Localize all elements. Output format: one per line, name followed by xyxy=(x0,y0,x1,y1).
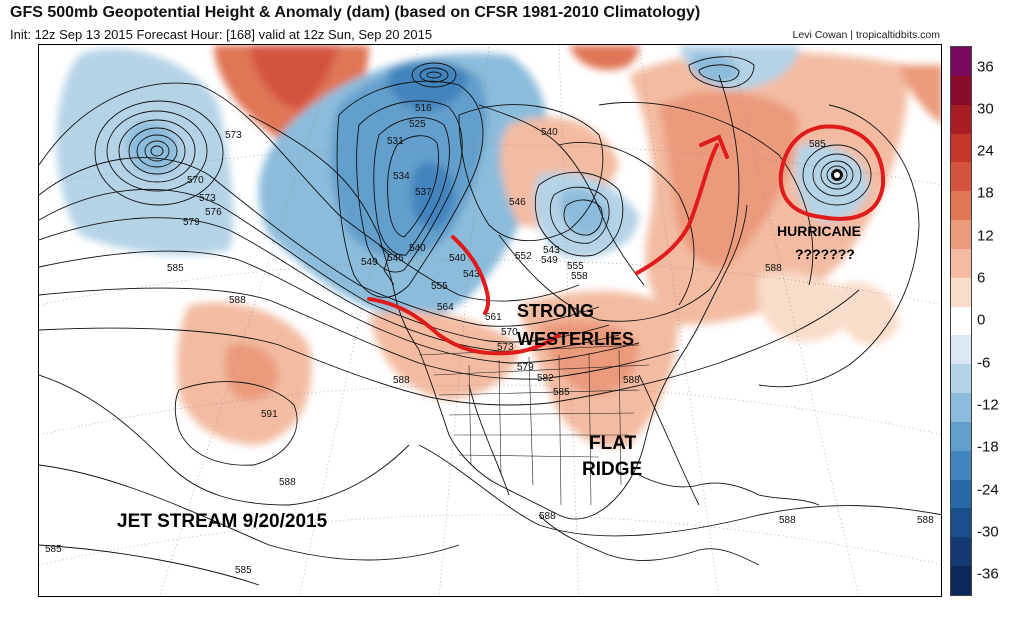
map-subtitle: Init: 12z Sep 13 2015 Forecast Hour: [16… xyxy=(10,27,433,42)
colorbar-swatch xyxy=(951,277,971,308)
contour-label: 585 xyxy=(235,565,252,576)
contour-label: 546 xyxy=(509,197,526,208)
contour-label: 570 xyxy=(501,327,518,338)
contour-label: 588 xyxy=(229,295,246,306)
contour-label: 573 xyxy=(225,130,242,141)
colorbar-tick-label: 24 xyxy=(977,142,994,160)
westerlies-label: WESTERLIES xyxy=(517,329,635,349)
contour-label: 549 xyxy=(361,257,378,268)
colorbar-tick-label: 18 xyxy=(977,184,994,202)
colorbar-tick-label: 36 xyxy=(977,58,994,76)
flat-label: FLAT xyxy=(589,433,637,454)
contour-label: 561 xyxy=(485,312,502,323)
contour-label: 585 xyxy=(809,139,826,150)
colorbar-tick-label: 0 xyxy=(977,311,986,329)
contour-label: 531 xyxy=(387,136,404,147)
contour-labels: 573 570 573 576 579 585 588 591 588 585 … xyxy=(45,103,934,576)
contour-label: 588 xyxy=(539,511,556,522)
contour-label: 588 xyxy=(917,515,934,526)
map-panel: 573 570 573 576 579 585 588 591 588 585 … xyxy=(38,44,942,597)
contour-label: 552 xyxy=(515,251,532,262)
contour-label: 588 xyxy=(393,375,410,386)
contour-label: 579 xyxy=(183,217,200,228)
contour-label: 555 xyxy=(567,261,584,272)
colorbar-tick-label: -18 xyxy=(977,438,999,456)
strong-label: STRONG xyxy=(517,301,595,321)
contour-label: 570 xyxy=(187,175,204,186)
contour-label: 534 xyxy=(393,171,410,182)
contour-label: 588 xyxy=(623,375,640,386)
contour-label: 540 xyxy=(541,127,558,138)
contour-label: 591 xyxy=(261,409,278,420)
map-title: GFS 500mb Geopotential Height & Anomaly … xyxy=(10,4,701,21)
anomaly-colorbar xyxy=(950,46,972,596)
colorbar-swatch xyxy=(951,133,971,163)
jet-stream-arrow xyxy=(367,297,561,356)
colorbar-swatch xyxy=(951,191,971,221)
ridge-label: RIDGE xyxy=(582,459,643,480)
colorbar-tick-label: -36 xyxy=(977,565,999,583)
contour-label: 588 xyxy=(765,263,782,274)
contour-label: 543 xyxy=(543,245,560,256)
contour-label: 546 xyxy=(387,253,404,264)
colorbar-tick-label: -6 xyxy=(977,354,991,372)
contour-label: 525 xyxy=(409,119,426,130)
colorbar-swatch xyxy=(951,450,971,481)
contour-label: 573 xyxy=(199,193,216,204)
contour-label: 585 xyxy=(45,544,62,555)
red-annotations xyxy=(367,124,886,356)
colorbar-swatch xyxy=(951,421,971,452)
contour-label: 573 xyxy=(497,342,514,353)
contour-label: 582 xyxy=(537,373,554,384)
colorbar-swatch xyxy=(951,306,971,336)
hurricane-label: HURRICANE xyxy=(777,223,861,239)
colorbar-swatch xyxy=(951,335,971,365)
westerlies-arrow xyxy=(635,143,719,275)
contour-label: 579 xyxy=(517,362,534,373)
westerlies-arrowhead xyxy=(699,134,729,159)
hurricane-core xyxy=(831,169,843,181)
hurricane-circle xyxy=(778,124,886,221)
colorbar-swatch xyxy=(951,162,971,192)
anomaly-shading xyxy=(56,45,941,448)
contour-label: 540 xyxy=(449,253,466,264)
colorbar-swatch xyxy=(951,75,971,106)
contour-label: 588 xyxy=(279,477,296,488)
colorbar-swatch xyxy=(951,248,971,279)
graticule xyxy=(39,45,941,596)
colorbar-swatch xyxy=(951,220,971,250)
credit-text: Levi Cowan | tropicaltidbits.com xyxy=(792,29,940,41)
colorbar-swatch xyxy=(951,364,971,394)
colorbar-tick-label: -30 xyxy=(977,523,999,541)
contour-label: 555 xyxy=(431,281,448,292)
colorbar-tick-label: 6 xyxy=(977,269,986,287)
contour-label: 564 xyxy=(437,302,454,313)
colorbar-tick-label: -12 xyxy=(977,396,999,414)
map-canvas: 573 570 573 576 579 585 588 591 588 585 … xyxy=(39,45,941,596)
colorbar-tick-label: 30 xyxy=(977,100,994,118)
contour-label: 543 xyxy=(463,269,480,280)
hurricane-question-label: ??????? xyxy=(795,246,855,262)
colorbar-tick-label: 12 xyxy=(977,227,994,245)
contour-label: 540 xyxy=(409,243,426,254)
colorbar-swatch xyxy=(951,104,971,134)
colorbar-swatch xyxy=(951,479,971,509)
contour-label: 588 xyxy=(779,515,796,526)
contour-label: 516 xyxy=(415,103,432,114)
colorbar-swatch xyxy=(951,47,971,77)
colorbar-swatch xyxy=(951,566,971,596)
colorbar-swatch xyxy=(951,508,971,538)
colorbar-swatch xyxy=(951,393,971,423)
contour-label: 537 xyxy=(415,187,432,198)
contour-label: 549 xyxy=(541,255,558,266)
contour-label: 576 xyxy=(205,207,222,218)
colorbar-tick-label: -24 xyxy=(977,481,999,499)
contour-label: 585 xyxy=(553,387,570,398)
jet-stream-date-label: JET STREAM 9/20/2015 xyxy=(117,511,328,532)
coastlines xyxy=(248,104,820,566)
contour-label: 585 xyxy=(167,263,184,274)
colorbar-swatch xyxy=(951,537,971,567)
contour-label: 558 xyxy=(571,271,588,282)
jet-stream-arrow-2 xyxy=(451,235,490,315)
